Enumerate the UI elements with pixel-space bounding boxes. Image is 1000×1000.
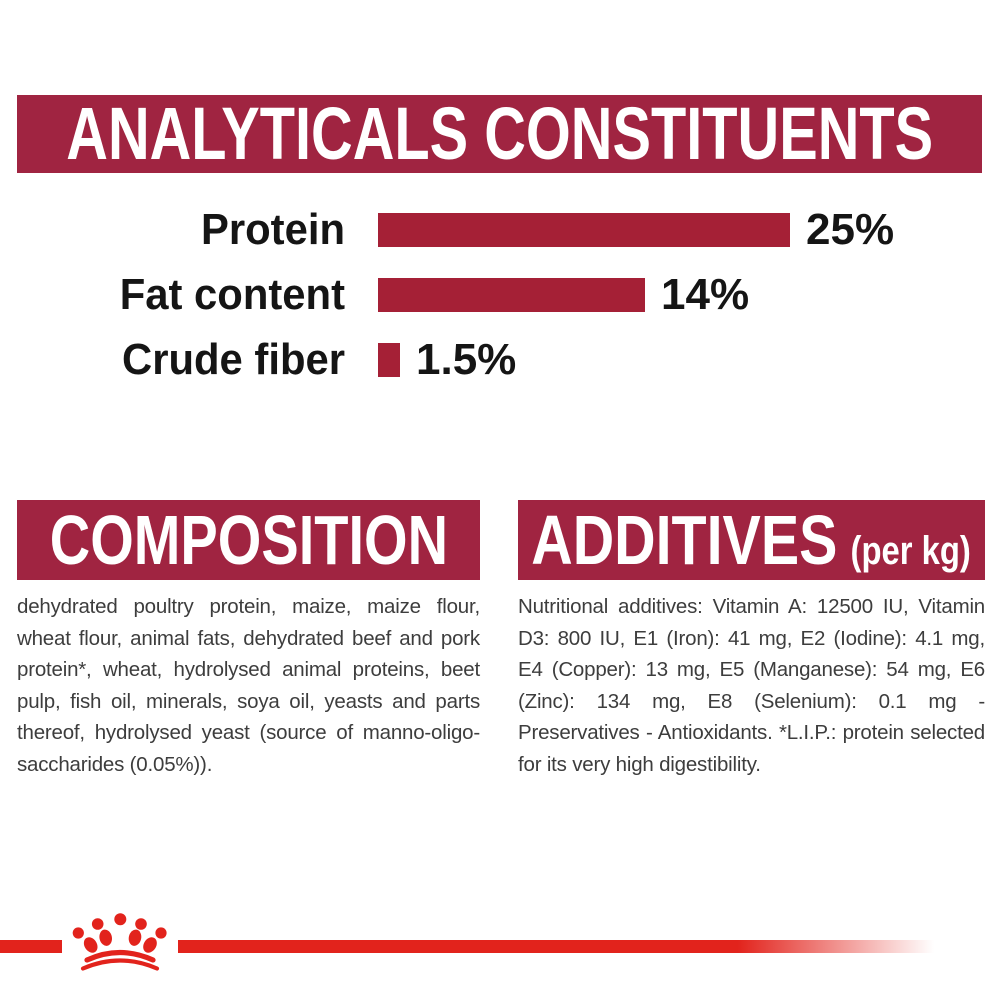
chart-row-protein: 25% [378, 205, 895, 254]
chart-row-label-fat: Fat content [119, 270, 345, 319]
footer-line-left [0, 940, 62, 953]
composition-text: dehydrated poultry protein, maize, maize… [17, 595, 480, 776]
additives-per-kg-label: (per kg) [851, 529, 972, 573]
chart-row-fat: 14% [378, 270, 750, 319]
additives-title-group: ADDITIVES (per kg) [532, 505, 972, 575]
additives-title: ADDITIVES [531, 501, 838, 579]
chart-row-label-fiber: Crude fiber [122, 335, 345, 384]
fiber-bar [378, 343, 400, 377]
protein-bar [378, 213, 790, 247]
fat-bar [378, 278, 645, 312]
additives-text: Nutritional additives: Vitamin A: 12500 … [518, 595, 985, 776]
royal-canin-crown-icon [72, 913, 167, 971]
fat-value: 14% [661, 270, 750, 319]
chart-row-label-protein: Protein [201, 205, 345, 254]
analyticals-banner: ANALYTICALS CONSTITUENTS [17, 95, 982, 173]
protein-value: 25% [806, 205, 895, 254]
analyticals-title: ANALYTICALS CONSTITUENTS [66, 92, 933, 175]
fiber-value: 1.5% [416, 335, 517, 384]
composition-title: COMPOSITION [49, 501, 448, 579]
composition-banner: COMPOSITION [17, 500, 480, 580]
additives-banner: ADDITIVES (per kg) [518, 500, 985, 580]
chart-row-fiber: 1.5% [378, 335, 517, 384]
footer-line-right [178, 940, 934, 953]
